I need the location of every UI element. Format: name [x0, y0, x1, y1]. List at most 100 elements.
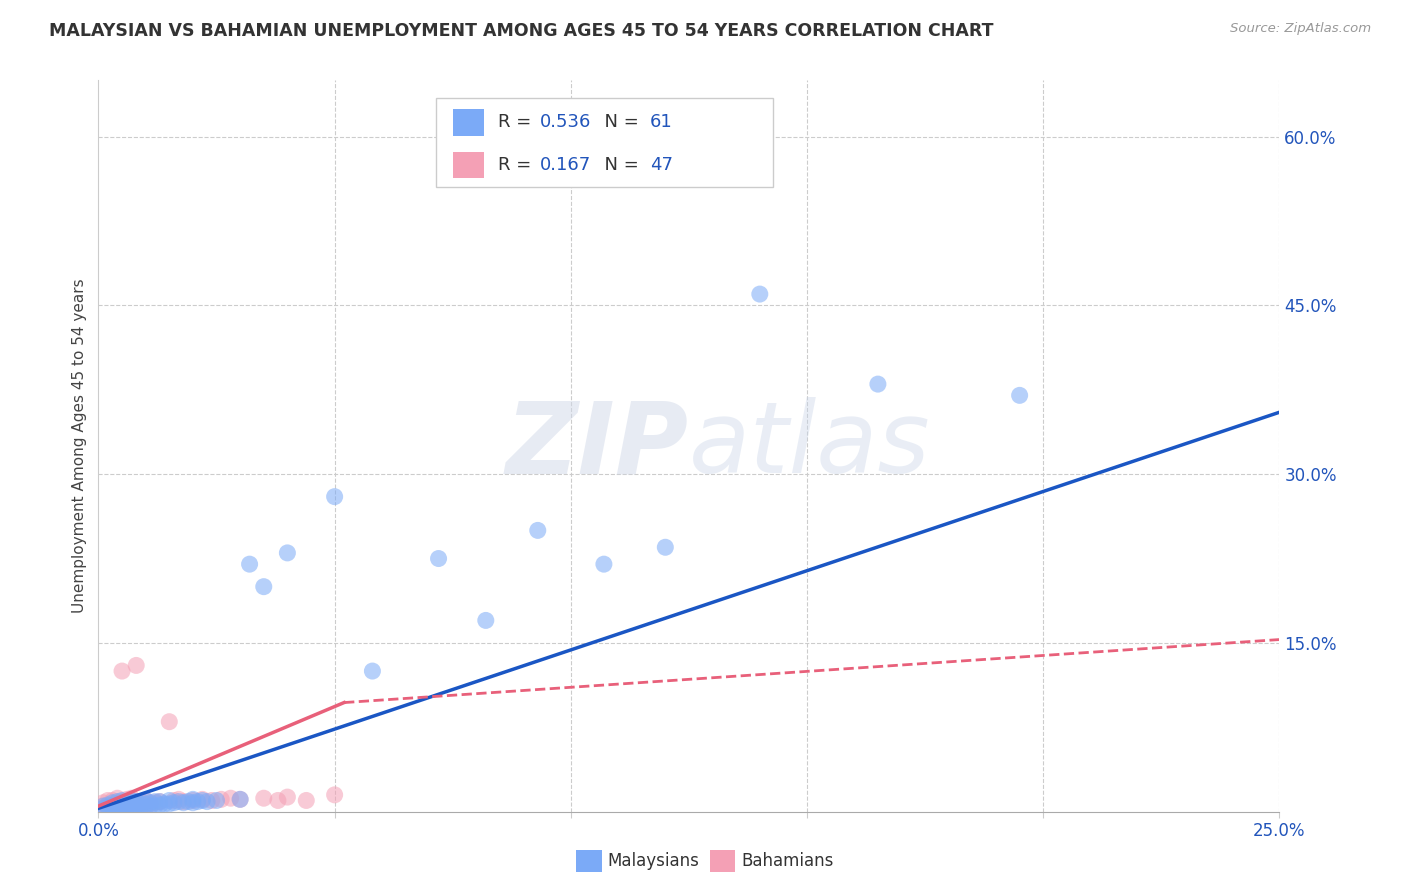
- Point: [135, 800, 157, 814]
- Point: [654, 541, 676, 555]
- Text: Bahamians: Bahamians: [741, 852, 834, 871]
- Point: [105, 791, 128, 805]
- Point: [157, 797, 180, 811]
- Point: [101, 797, 124, 812]
- Point: [101, 801, 124, 815]
- Point: [163, 793, 186, 807]
- Point: [115, 797, 138, 812]
- Point: [361, 664, 384, 678]
- Point: [276, 546, 298, 560]
- Point: [177, 795, 200, 809]
- Point: [125, 797, 148, 812]
- Point: [121, 797, 143, 812]
- Point: [323, 788, 346, 802]
- Point: [139, 799, 162, 814]
- Text: Source: ZipAtlas.com: Source: ZipAtlas.com: [1230, 22, 1371, 36]
- Point: [111, 797, 134, 812]
- Point: [135, 793, 157, 807]
- Point: [253, 580, 276, 594]
- Point: [125, 795, 148, 809]
- Point: [139, 797, 162, 811]
- Point: [295, 793, 318, 807]
- Point: [427, 551, 450, 566]
- Point: [97, 797, 120, 812]
- Point: [125, 658, 148, 673]
- Point: [135, 793, 157, 807]
- Point: [91, 801, 114, 815]
- Point: [97, 797, 120, 812]
- Point: [219, 791, 242, 805]
- Text: R =: R =: [498, 113, 537, 131]
- Text: Malaysians: Malaysians: [607, 852, 699, 871]
- Point: [101, 799, 124, 814]
- Point: [209, 792, 232, 806]
- Point: [181, 796, 204, 810]
- Point: [91, 799, 114, 814]
- Point: [205, 793, 228, 807]
- Point: [163, 796, 186, 810]
- Point: [121, 801, 143, 815]
- Text: MALAYSIAN VS BAHAMIAN UNEMPLOYMENT AMONG AGES 45 TO 54 YEARS CORRELATION CHART: MALAYSIAN VS BAHAMIAN UNEMPLOYMENT AMONG…: [49, 22, 994, 40]
- Y-axis label: Unemployment Among Ages 45 to 54 years: Unemployment Among Ages 45 to 54 years: [72, 278, 87, 614]
- Point: [191, 792, 214, 806]
- Point: [187, 795, 209, 809]
- Text: 47: 47: [650, 156, 672, 174]
- Point: [115, 800, 138, 814]
- Point: [105, 801, 128, 815]
- Text: N =: N =: [593, 113, 645, 131]
- Point: [153, 797, 176, 811]
- Point: [121, 793, 143, 807]
- Text: 0.167: 0.167: [540, 156, 591, 174]
- Point: [253, 791, 276, 805]
- Point: [125, 799, 148, 814]
- Point: [105, 797, 128, 812]
- Point: [157, 714, 180, 729]
- Point: [157, 793, 180, 807]
- Point: [593, 557, 616, 571]
- Point: [239, 557, 262, 571]
- Point: [149, 795, 172, 809]
- Point: [105, 800, 128, 814]
- Point: [229, 792, 252, 806]
- Point: [129, 797, 152, 812]
- Point: [267, 793, 290, 807]
- Point: [91, 799, 114, 814]
- Point: [129, 800, 152, 814]
- Point: [191, 793, 214, 807]
- Point: [115, 797, 138, 811]
- Point: [115, 792, 138, 806]
- Point: [125, 796, 148, 810]
- Point: [139, 796, 162, 810]
- Text: atlas: atlas: [689, 398, 931, 494]
- Point: [105, 797, 128, 811]
- Point: [866, 377, 889, 392]
- Text: 0.536: 0.536: [540, 113, 592, 131]
- Point: [172, 796, 194, 810]
- Point: [91, 796, 114, 810]
- Point: [101, 801, 124, 815]
- Point: [1008, 388, 1031, 402]
- Point: [111, 793, 134, 807]
- Point: [115, 795, 138, 809]
- Point: [475, 614, 498, 628]
- Point: [195, 795, 218, 809]
- Point: [91, 801, 114, 815]
- Point: [135, 797, 157, 812]
- Point: [135, 797, 157, 811]
- Point: [111, 799, 134, 814]
- Point: [526, 524, 548, 538]
- Point: [111, 801, 134, 815]
- Point: [276, 790, 298, 805]
- Point: [172, 795, 194, 809]
- Point: [143, 799, 166, 814]
- Text: 61: 61: [650, 113, 672, 131]
- Point: [323, 490, 346, 504]
- Point: [101, 793, 124, 807]
- Point: [149, 797, 172, 812]
- Point: [143, 796, 166, 810]
- Text: N =: N =: [593, 156, 645, 174]
- Point: [167, 795, 190, 809]
- Point: [115, 800, 138, 814]
- Point: [121, 796, 143, 810]
- Point: [143, 795, 166, 809]
